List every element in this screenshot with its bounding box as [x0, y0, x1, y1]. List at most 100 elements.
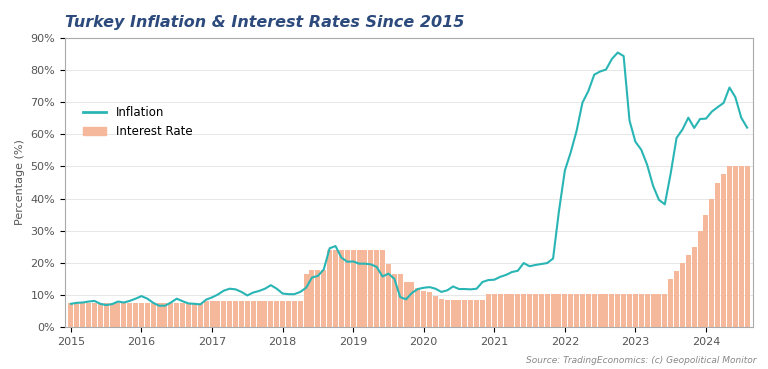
Bar — [421, 291, 426, 327]
Bar — [668, 279, 674, 327]
Bar — [151, 303, 156, 327]
Text: Source: TradingEconomics: (c) Geopolitical Monitor: Source: TradingEconomics: (c) Geopolitic… — [526, 356, 756, 365]
Bar — [462, 300, 468, 327]
Bar — [380, 250, 385, 327]
Bar — [604, 294, 608, 327]
Bar — [386, 263, 391, 327]
Bar — [245, 301, 250, 327]
Bar — [527, 294, 532, 327]
Bar — [680, 263, 685, 327]
Bar — [657, 294, 661, 327]
Legend: Inflation, Interest Rate: Inflation, Interest Rate — [78, 102, 197, 143]
Text: Turkey Inflation & Interest Rates Since 2015: Turkey Inflation & Interest Rates Since … — [65, 15, 465, 30]
Bar — [351, 250, 356, 327]
Bar — [692, 247, 697, 327]
Bar — [639, 294, 644, 327]
Bar — [456, 300, 462, 327]
Bar — [298, 301, 303, 327]
Bar — [127, 303, 132, 327]
Bar — [451, 300, 455, 327]
Bar — [204, 301, 209, 327]
Bar — [250, 301, 256, 327]
Bar — [703, 215, 708, 327]
Bar — [121, 303, 126, 327]
Bar — [145, 303, 150, 327]
Bar — [398, 274, 402, 327]
Bar — [163, 303, 167, 327]
Bar — [310, 270, 314, 327]
Bar — [115, 303, 121, 327]
Bar — [439, 299, 444, 327]
Bar — [221, 301, 227, 327]
Bar — [345, 250, 349, 327]
Bar — [492, 294, 497, 327]
Bar — [445, 300, 450, 327]
Bar — [92, 303, 97, 327]
Bar — [509, 294, 515, 327]
Bar — [339, 250, 344, 327]
Bar — [356, 250, 362, 327]
Bar — [598, 294, 603, 327]
Bar — [215, 301, 220, 327]
Bar — [74, 303, 79, 327]
Bar — [715, 183, 720, 327]
Bar — [415, 289, 420, 327]
Bar — [727, 166, 732, 327]
Bar — [210, 301, 214, 327]
Bar — [498, 294, 502, 327]
Bar — [568, 294, 573, 327]
Bar — [686, 255, 691, 327]
Bar — [286, 301, 291, 327]
Bar — [198, 303, 203, 327]
Bar — [580, 294, 585, 327]
Bar — [662, 294, 667, 327]
Bar — [80, 303, 85, 327]
Bar — [274, 301, 280, 327]
Bar — [174, 303, 179, 327]
Bar — [427, 292, 432, 327]
Bar — [327, 250, 332, 327]
Bar — [733, 166, 738, 327]
Bar — [268, 301, 273, 327]
Bar — [586, 294, 591, 327]
Bar — [239, 301, 244, 327]
Bar — [562, 294, 568, 327]
Bar — [133, 303, 138, 327]
Bar — [574, 294, 579, 327]
Bar — [257, 301, 262, 327]
Bar — [316, 270, 320, 327]
Bar — [650, 294, 656, 327]
Y-axis label: Percentage (%): Percentage (%) — [15, 139, 25, 225]
Bar — [403, 282, 409, 327]
Bar — [721, 175, 726, 327]
Bar — [486, 294, 491, 327]
Bar — [292, 301, 297, 327]
Bar — [633, 294, 638, 327]
Bar — [104, 303, 109, 327]
Bar — [369, 250, 373, 327]
Bar — [533, 294, 538, 327]
Bar — [621, 294, 626, 327]
Bar — [739, 166, 743, 327]
Bar — [374, 250, 379, 327]
Bar — [409, 282, 415, 327]
Bar — [697, 231, 703, 327]
Bar — [233, 301, 238, 327]
Bar — [280, 301, 285, 327]
Bar — [321, 270, 326, 327]
Bar — [521, 294, 526, 327]
Bar — [139, 303, 144, 327]
Bar — [263, 301, 267, 327]
Bar — [157, 303, 161, 327]
Bar — [480, 300, 485, 327]
Bar — [86, 303, 91, 327]
Bar — [474, 300, 479, 327]
Bar — [609, 294, 614, 327]
Bar — [615, 294, 621, 327]
Bar — [168, 303, 174, 327]
Bar — [644, 294, 650, 327]
Bar — [186, 303, 191, 327]
Bar — [110, 303, 114, 327]
Bar — [362, 250, 367, 327]
Bar — [627, 294, 632, 327]
